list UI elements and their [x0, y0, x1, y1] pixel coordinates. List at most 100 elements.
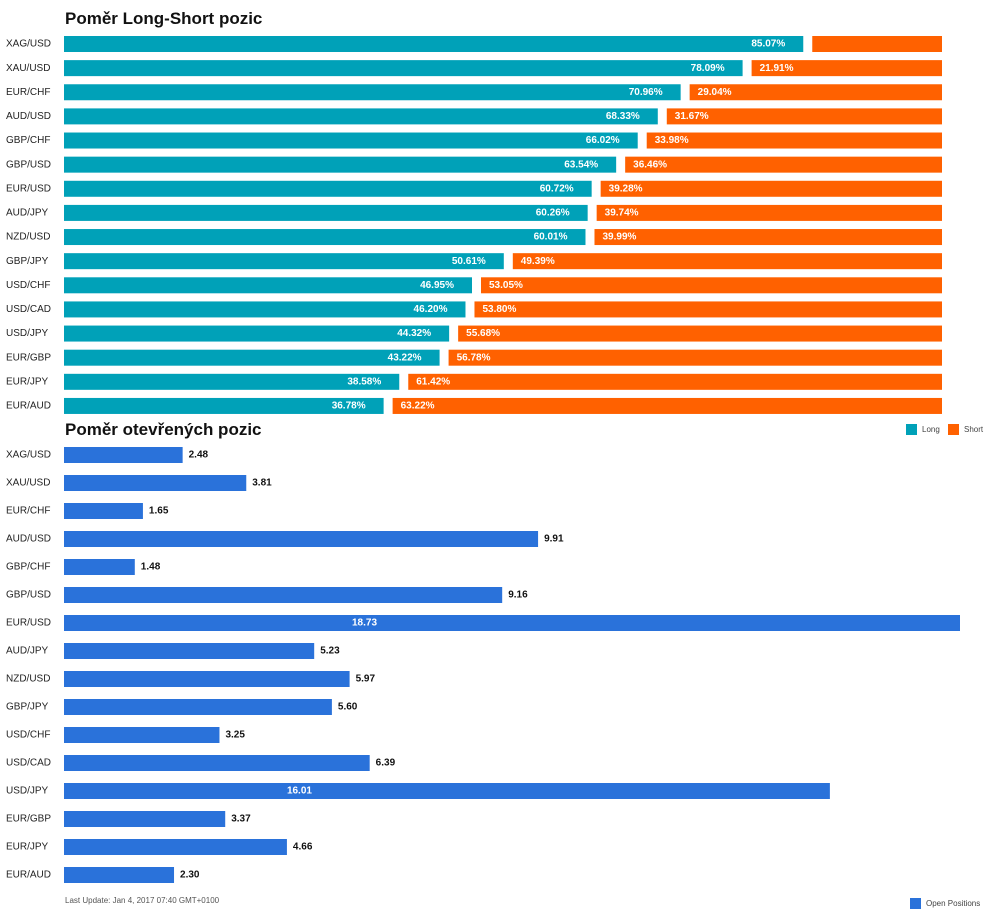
long-bar: [64, 325, 450, 342]
op-category-label: USD/CAD: [6, 758, 51, 769]
open-value-label: 16.01: [287, 786, 312, 797]
open-positions-bar: [64, 699, 332, 715]
open-positions-bar: [64, 867, 175, 883]
open-positions-bar: [64, 559, 135, 575]
long-bar: [64, 36, 804, 52]
ls-category-label: EUR/USD: [6, 183, 51, 194]
op-category-label: EUR/GBP: [6, 814, 51, 825]
legend-short: Short: [948, 424, 983, 435]
short-bar: [666, 108, 942, 125]
open-positions-bar: [64, 587, 503, 603]
short-value-label: 33.98%: [655, 135, 689, 146]
long-value-label: 63.54%: [564, 159, 598, 170]
open-value-label: 3.81: [252, 478, 272, 489]
long-value-label: 50.61%: [452, 256, 486, 267]
open-value-label: 3.37: [231, 814, 251, 825]
short-bar: [596, 204, 942, 221]
op-category-label: XAU/USD: [6, 478, 50, 489]
long-bar: [64, 277, 472, 294]
long-value-label: 60.72%: [540, 183, 574, 194]
ls-category-label: EUR/CHF: [6, 87, 50, 98]
long-bar: [64, 204, 588, 221]
long-value-label: 36.78%: [332, 401, 366, 412]
long-bar: [64, 84, 681, 101]
short-value-label: 31.67%: [675, 111, 709, 122]
long-bar: [64, 301, 466, 318]
open-value-label: 9.91: [544, 534, 564, 545]
open-positions-bar: [64, 811, 226, 827]
long-value-label: 44.32%: [397, 328, 431, 339]
open-value-label: 2.48: [189, 450, 209, 461]
ls-category-label: EUR/JPY: [6, 376, 49, 387]
open-value-label: 2.30: [180, 870, 200, 881]
ls-category-label: AUD/JPY: [6, 208, 49, 219]
long-value-label: 43.22%: [388, 352, 422, 363]
long-value-label: 78.09%: [691, 63, 725, 74]
short-bar: [392, 397, 943, 414]
op-category-label: AUD/USD: [6, 534, 51, 545]
ls-category-label: XAG/USD: [6, 39, 51, 50]
ls-category-label: NZD/USD: [6, 232, 50, 243]
op-category-label: GBP/CHF: [6, 562, 50, 573]
open-value-label: 5.60: [338, 702, 358, 713]
open-positions-bar: [64, 615, 960, 631]
long-short-chart-title: Poměr Long-Short pozic: [65, 9, 263, 28]
ls-category-label: GBP/USD: [6, 159, 51, 170]
open-value-label: 6.39: [376, 758, 396, 769]
long-bar: [64, 397, 384, 414]
long-bar: [64, 60, 743, 77]
open-value-label: 5.23: [320, 646, 340, 657]
open-value-label: 1.48: [141, 562, 161, 573]
op-category-label: AUD/JPY: [6, 646, 49, 657]
short-value-label: 61.42%: [416, 376, 450, 387]
short-bar: [458, 325, 942, 342]
open-positions-bar: [64, 671, 350, 687]
ls-category-label: EUR/AUD: [6, 401, 51, 412]
ls-category-label: USD/JPY: [6, 328, 49, 339]
short-bar: [689, 84, 942, 101]
open-positions-chart-title: Poměr otevřených pozic: [65, 420, 262, 439]
legend-open-positions: Open Positions: [910, 898, 980, 909]
op-category-label: GBP/USD: [6, 590, 51, 601]
legend-long-swatch: [906, 424, 917, 435]
short-value-label: 53.05%: [489, 280, 523, 291]
op-category-label: EUR/CHF: [6, 506, 50, 517]
short-value-label: 39.74%: [605, 208, 639, 219]
open-value-label: 9.16: [508, 590, 528, 601]
op-category-label: EUR/USD: [6, 618, 51, 629]
long-value-label: 70.96%: [629, 87, 663, 98]
long-value-label: 60.26%: [536, 208, 570, 219]
open-positions-bar: [64, 475, 247, 491]
short-bar: [751, 60, 942, 77]
short-bar: [474, 301, 942, 318]
short-value-label: 49.39%: [521, 256, 555, 267]
ls-category-label: EUR/GBP: [6, 352, 51, 363]
short-value-label: 63.22%: [401, 401, 435, 412]
long-bar: [64, 253, 504, 270]
legend-long: Long: [906, 424, 940, 435]
ls-category-label: USD/CAD: [6, 304, 51, 315]
short-value-label: 56.78%: [457, 352, 491, 363]
long-value-label: 46.95%: [420, 280, 454, 291]
ls-category-label: GBP/JPY: [6, 256, 49, 267]
short-value-label: 39.28%: [609, 183, 643, 194]
open-value-label: 5.97: [356, 674, 376, 685]
open-positions-bar: [64, 839, 287, 855]
open-positions-bar: [64, 447, 183, 463]
long-bar: [64, 349, 440, 366]
short-value-label: 39.99%: [602, 232, 636, 243]
short-bar: [594, 229, 942, 246]
long-value-label: 46.20%: [414, 304, 448, 315]
short-bar: [408, 373, 942, 390]
open-value-label: 3.25: [225, 730, 245, 741]
long-value-label: 68.33%: [606, 111, 640, 122]
op-category-label: XAG/USD: [6, 450, 51, 461]
open-positions-bar: [64, 643, 315, 659]
open-positions-bar: [64, 755, 370, 771]
open-positions-bar: [64, 727, 220, 743]
op-category-label: NZD/USD: [6, 674, 50, 685]
long-value-label: 38.58%: [347, 376, 381, 387]
short-bar: [812, 36, 942, 52]
short-bar: [600, 180, 942, 197]
